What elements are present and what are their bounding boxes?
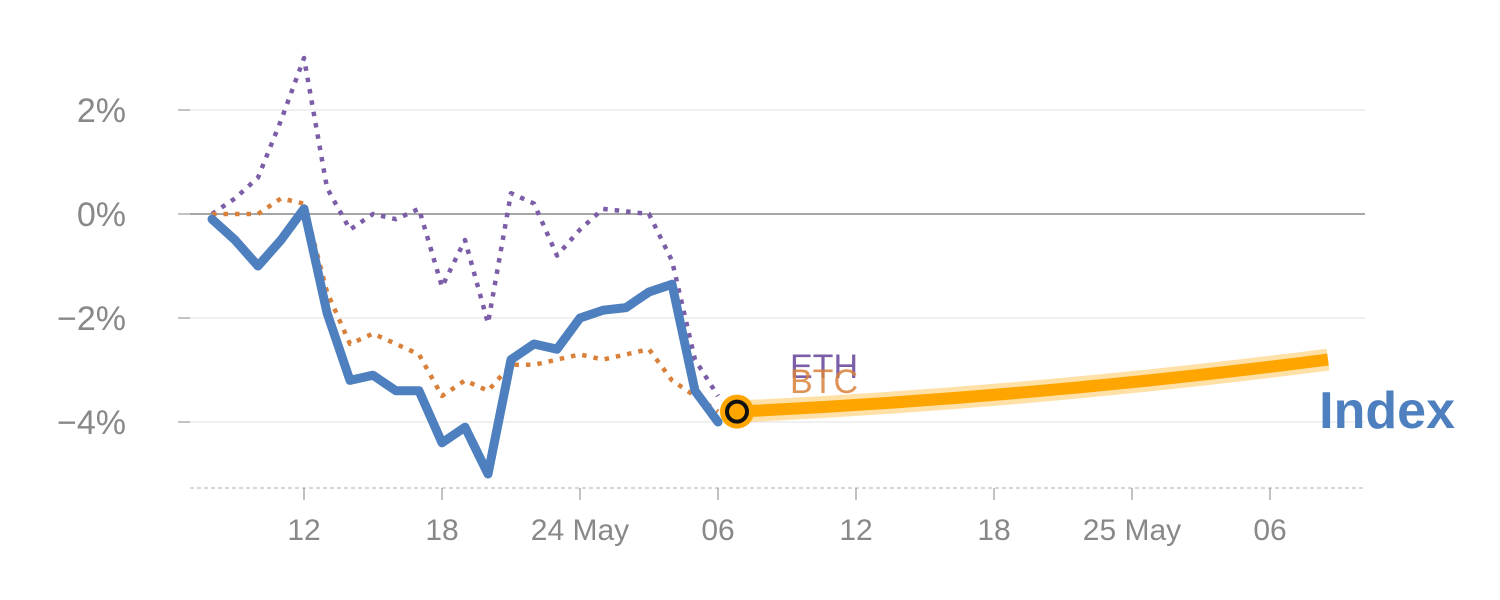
index-series-label: Index: [1319, 382, 1455, 440]
axis-layer: 2% 0% −2% −4% 12 18 24 May 06 12 18 25 May 06: [57, 92, 1365, 547]
y-tick-label: −4%: [57, 404, 126, 442]
grid-layer: [190, 109, 1365, 423]
forecast-line: [736, 353, 1329, 418]
forecast-layer: [720, 348, 1330, 429]
index-series-line: [207, 204, 723, 479]
x-tick-label: 18: [425, 514, 458, 547]
y-tick-label: 0%: [77, 196, 126, 234]
y-tick-label: 2%: [77, 92, 126, 130]
x-tick-label: 24 May: [531, 514, 629, 547]
current-point-marker: [725, 399, 749, 424]
x-tick-label: 12: [839, 514, 872, 547]
x-tick-label: 12: [287, 514, 320, 547]
label-layer: ETH BTC Index: [790, 348, 1455, 440]
series-layer: [207, 55, 723, 479]
x-tick-label: 06: [1253, 514, 1286, 547]
btc-series-label: BTC: [790, 363, 858, 401]
y-tick-label: −2%: [57, 300, 126, 338]
x-tick-label: 18: [977, 514, 1010, 547]
x-tick-label: 06: [701, 514, 734, 547]
eth-series-line: [210, 55, 720, 398]
eth-series-label: ETH: [790, 348, 858, 386]
x-tick-label: 25 May: [1083, 514, 1181, 547]
